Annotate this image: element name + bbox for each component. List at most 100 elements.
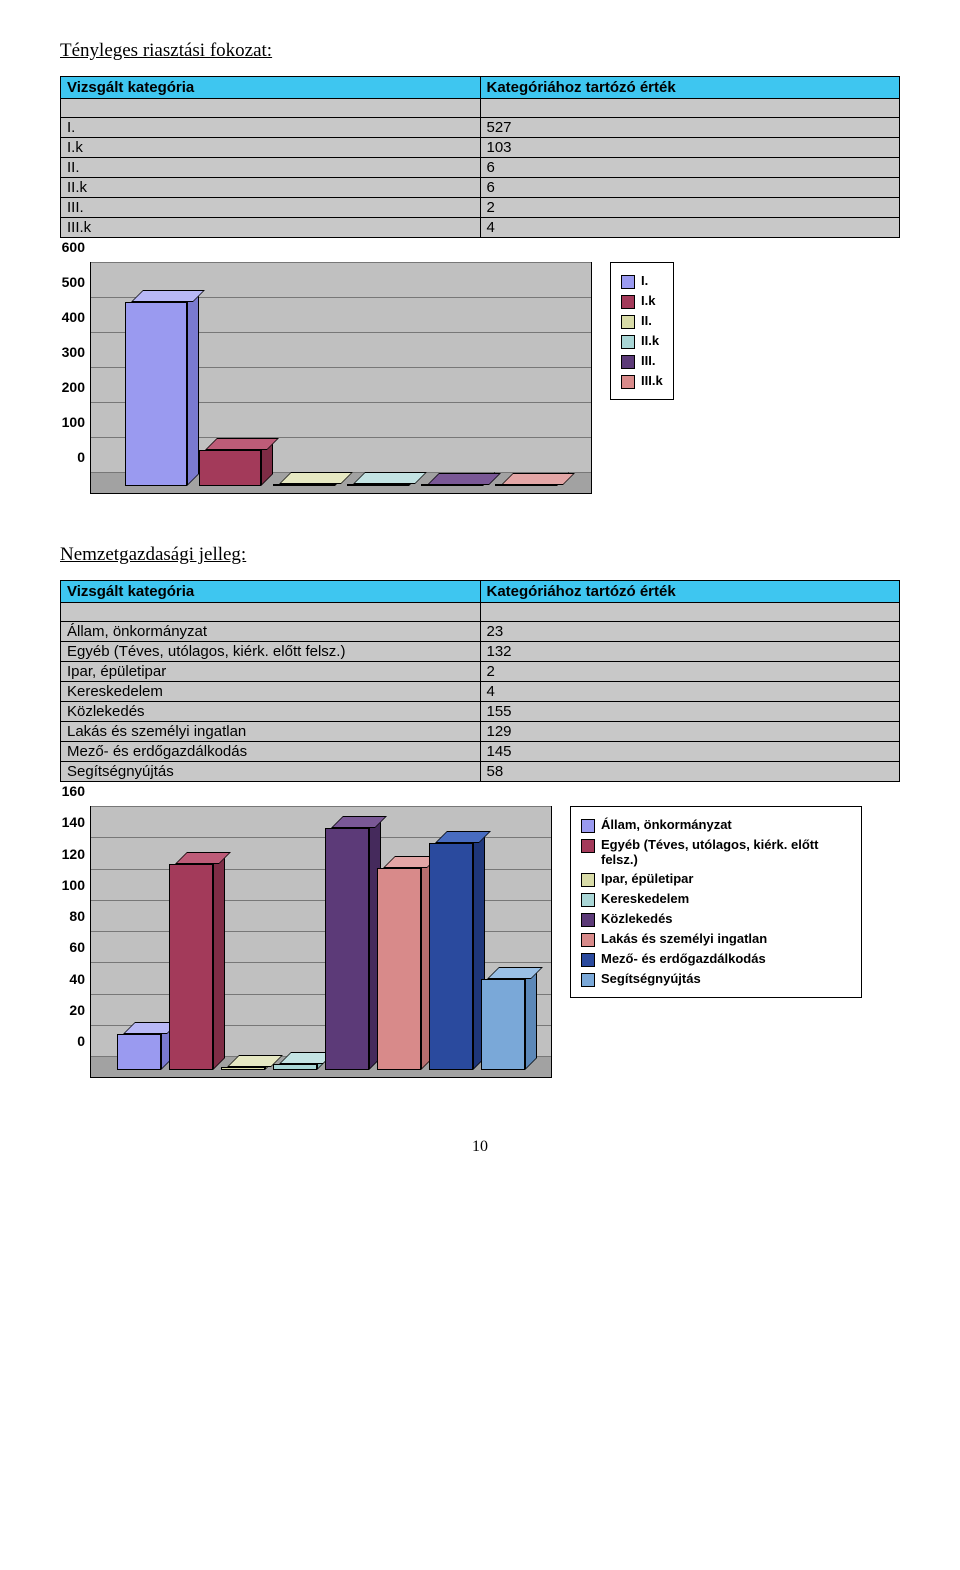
table-row-value: 58 [480, 762, 900, 782]
table-row-value: 4 [480, 218, 900, 238]
s2-header-right: Kategóriához tartózó érték [480, 581, 900, 603]
section1-table: Vizsgált kategória Kategóriához tartózó … [60, 76, 900, 238]
legend-swatch [581, 913, 595, 927]
bar [421, 485, 483, 486]
legend-swatch [581, 873, 595, 887]
table-row-label: Állam, önkormányzat [61, 622, 481, 642]
table-row-value: 2 [480, 662, 900, 682]
legend-label: I. [641, 273, 648, 288]
table-row-value: 155 [480, 702, 900, 722]
legend-swatch [621, 355, 635, 369]
table-row-value: 129 [480, 722, 900, 742]
legend-label: Segítségnyújtás [601, 971, 701, 986]
bar [169, 864, 213, 1070]
bar [429, 843, 473, 1070]
legend-item: I.k [621, 293, 663, 309]
bar [481, 979, 525, 1070]
table-row-label: Egyéb (Téves, utólagos, kiérk. előtt fel… [61, 642, 481, 662]
legend-swatch [581, 893, 595, 907]
table-row-label: I.k [61, 138, 481, 158]
bar [377, 868, 421, 1070]
legend-label: Állam, önkormányzat [601, 817, 732, 832]
section1-title: Tényleges riasztási fokozat: [60, 40, 900, 62]
ytick-label: 0 [77, 1033, 91, 1049]
table-row-value: 145 [480, 742, 900, 762]
ytick-label: 100 [62, 877, 91, 893]
bar [495, 485, 557, 486]
table-row-label: Mező- és erdőgazdálkodás [61, 742, 481, 762]
ytick-label: 600 [62, 239, 91, 255]
chart2-legend: Állam, önkormányzat Egyéb (Téves, utólago… [570, 806, 862, 998]
legend-label: Mező- és erdőgazdálkodás [601, 951, 766, 966]
legend-swatch [581, 839, 595, 853]
section2-title: Nemzetgazdasági jelleg: [60, 544, 900, 566]
table-row-label: Közlekedés [61, 702, 481, 722]
legend-item: Egyéb (Téves, utólagos, kiérk. előtt fel… [581, 837, 851, 867]
bar [125, 302, 187, 486]
ytick-label: 0 [77, 449, 91, 465]
ytick-label: 20 [69, 1002, 91, 1018]
s2-header-left: Vizsgált kategória [61, 581, 481, 603]
legend-item: III.k [621, 373, 663, 389]
legend-swatch [581, 953, 595, 967]
section2-table: Vizsgált kategória Kategóriához tartózó … [60, 580, 900, 782]
ytick-label: 120 [62, 846, 91, 862]
table-row-label: III.k [61, 218, 481, 238]
legend-swatch [621, 275, 635, 289]
bar [273, 1064, 317, 1070]
table-row-value: 4 [480, 682, 900, 702]
ytick-label: 140 [62, 814, 91, 830]
table-row-value: 23 [480, 622, 900, 642]
table-row-label: Segítségnyújtás [61, 762, 481, 782]
legend-label: Kereskedelem [601, 891, 689, 906]
legend-label: I.k [641, 293, 655, 308]
legend-label: Közlekedés [601, 911, 673, 926]
table-row-label: II. [61, 158, 481, 178]
table-row-value: 103 [480, 138, 900, 158]
legend-swatch [621, 335, 635, 349]
page-number: 10 [60, 1138, 900, 1156]
legend-label: Lakás és személyi ingatlan [601, 931, 767, 946]
bar [199, 450, 261, 486]
table-row-label: II.k [61, 178, 481, 198]
legend-label: II. [641, 313, 652, 328]
bar [325, 828, 369, 1070]
legend-label: III. [641, 353, 655, 368]
legend-item: Lakás és személyi ingatlan [581, 931, 851, 947]
legend-item: Mező- és erdőgazdálkodás [581, 951, 851, 967]
table-row-value: 2 [480, 198, 900, 218]
legend-swatch [621, 315, 635, 329]
table-row-label: Ipar, épületipar [61, 662, 481, 682]
legend-swatch [581, 819, 595, 833]
ytick-label: 160 [62, 783, 91, 799]
legend-swatch [581, 933, 595, 947]
ytick-label: 200 [62, 379, 91, 395]
section1-chart: 0100200300400500600 I.I.kII.II.kIII.III.… [90, 262, 900, 494]
chart1-legend: I. I.k II. II.k III. III.k [610, 262, 674, 400]
legend-item: Kereskedelem [581, 891, 851, 907]
legend-swatch [621, 295, 635, 309]
legend-label: Ipar, épületipar [601, 871, 693, 886]
legend-item: III. [621, 353, 663, 369]
ytick-label: 40 [69, 971, 91, 987]
table-row-label: I. [61, 118, 481, 138]
legend-item: II. [621, 313, 663, 329]
table-row-value: 527 [480, 118, 900, 138]
table-row-label: Kereskedelem [61, 682, 481, 702]
legend-swatch [621, 375, 635, 389]
legend-item: Állam, önkormányzat [581, 817, 851, 833]
section2-chart: 020406080100120140160 Állam, önkormányza… [90, 806, 900, 1078]
s1-header-right: Kategóriához tartózó érték [480, 77, 900, 99]
legend-label: III.k [641, 373, 663, 388]
bar [347, 484, 409, 486]
table-row-value: 6 [480, 178, 900, 198]
legend-item: II.k [621, 333, 663, 349]
legend-label: Egyéb (Téves, utólagos, kiérk. előtt fel… [601, 837, 851, 867]
ytick-label: 300 [62, 344, 91, 360]
table-row-label: III. [61, 198, 481, 218]
legend-item: Ipar, épületipar [581, 871, 851, 887]
legend-swatch [581, 973, 595, 987]
ytick-label: 500 [62, 274, 91, 290]
bar [221, 1067, 265, 1070]
s1-header-left: Vizsgált kategória [61, 77, 481, 99]
